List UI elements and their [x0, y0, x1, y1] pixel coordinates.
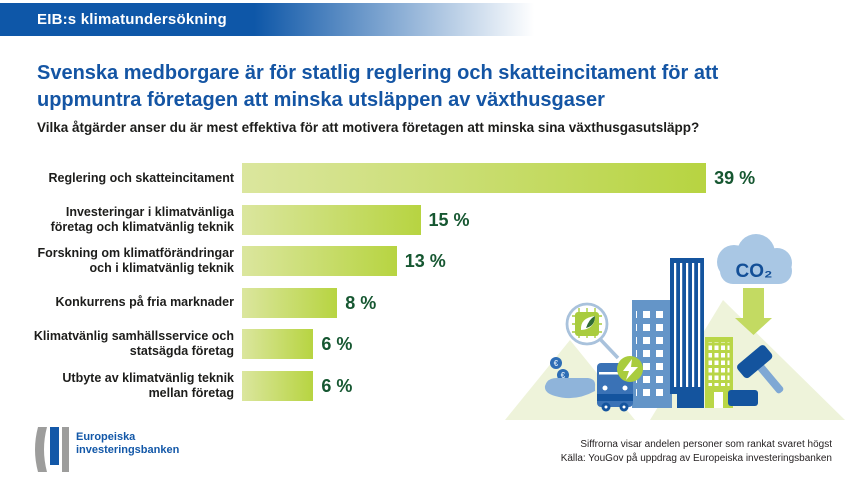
category-label: Investeringar i klimatvänliga företag oc… — [50, 204, 234, 234]
category-label: Konkurrens på fria marknader — [55, 295, 234, 310]
source-note-line2: Källa: YouGov på uppdrag av Europeiska i… — [560, 453, 832, 464]
page-title: Svenska medborgare är för statlig regler… — [37, 62, 719, 111]
euro-coin-glyph: € — [561, 371, 566, 380]
logo-bar — [62, 427, 69, 472]
bar-row: Klimatvänlig samhällsservice och statsäg… — [0, 329, 848, 360]
eib-logo-line2: investeringsbanken — [76, 444, 180, 456]
value-label: 13 % — [404, 251, 446, 272]
gavel-icon — [728, 345, 784, 406]
bar-row: Utbyte av klimatvänlig teknik mellan för… — [0, 371, 848, 401]
bar — [242, 329, 314, 360]
bar — [242, 246, 397, 277]
source-note: Siffrorna visar andelen personer som ran… — [561, 438, 832, 466]
bar — [242, 163, 707, 193]
buildings-icon — [632, 258, 733, 408]
header-banner: EIB:s klimatundersökning — [0, 3, 848, 36]
city-climate-illustration: CO₂ € € — [505, 234, 845, 420]
value-label: 39 % — [714, 168, 756, 188]
value-label: 6 % — [321, 376, 353, 396]
category-label: Klimatvänlig samhällsservice och statsäg… — [33, 329, 234, 359]
bar — [242, 204, 421, 235]
logo-bar — [35, 427, 47, 472]
category-label: Forskning om klimatförändringar och i kl… — [37, 246, 234, 276]
euro-coin-glyph: € — [554, 359, 559, 368]
logo-bar — [50, 427, 59, 465]
value-label: 6 % — [321, 334, 353, 355]
bar-row: Konkurrens på fria marknader 8 % — [0, 287, 848, 318]
category-label: Reglering och skatteincitament — [48, 170, 234, 185]
bar-row: Forskning om klimatförändringar och i kl… — [0, 246, 848, 277]
bar — [242, 371, 314, 401]
value-label: 8 % — [345, 292, 377, 313]
survey-question: Vilka åtgärder anser du är mest effektiv… — [37, 120, 700, 135]
source-note-line1: Siffrorna visar andelen personer som ran… — [580, 439, 832, 450]
hand-coins-icon: € € — [544, 357, 596, 399]
eib-logo-text: Europeiska investeringsbanken — [76, 431, 179, 457]
co2-label: CO₂ — [736, 261, 773, 282]
magnifier-chip-icon — [565, 302, 620, 360]
bar — [242, 287, 338, 318]
banner-title: EIB:s klimatundersökning — [37, 11, 227, 28]
bar-row: Reglering och skatteincitament 39 % — [0, 163, 848, 193]
lightning-icon — [617, 356, 643, 382]
down-arrow-icon — [735, 288, 772, 335]
bar-row: Investeringar i klimatvänliga företag oc… — [0, 204, 848, 235]
co2-cloud-icon: CO₂ — [717, 234, 792, 284]
category-label: Utbyte av klimatvänlig teknik mellan för… — [62, 371, 234, 400]
eib-logo-line1: Europeiska — [76, 431, 136, 443]
eib-logo — [35, 427, 69, 472]
value-label: 15 % — [428, 209, 470, 230]
